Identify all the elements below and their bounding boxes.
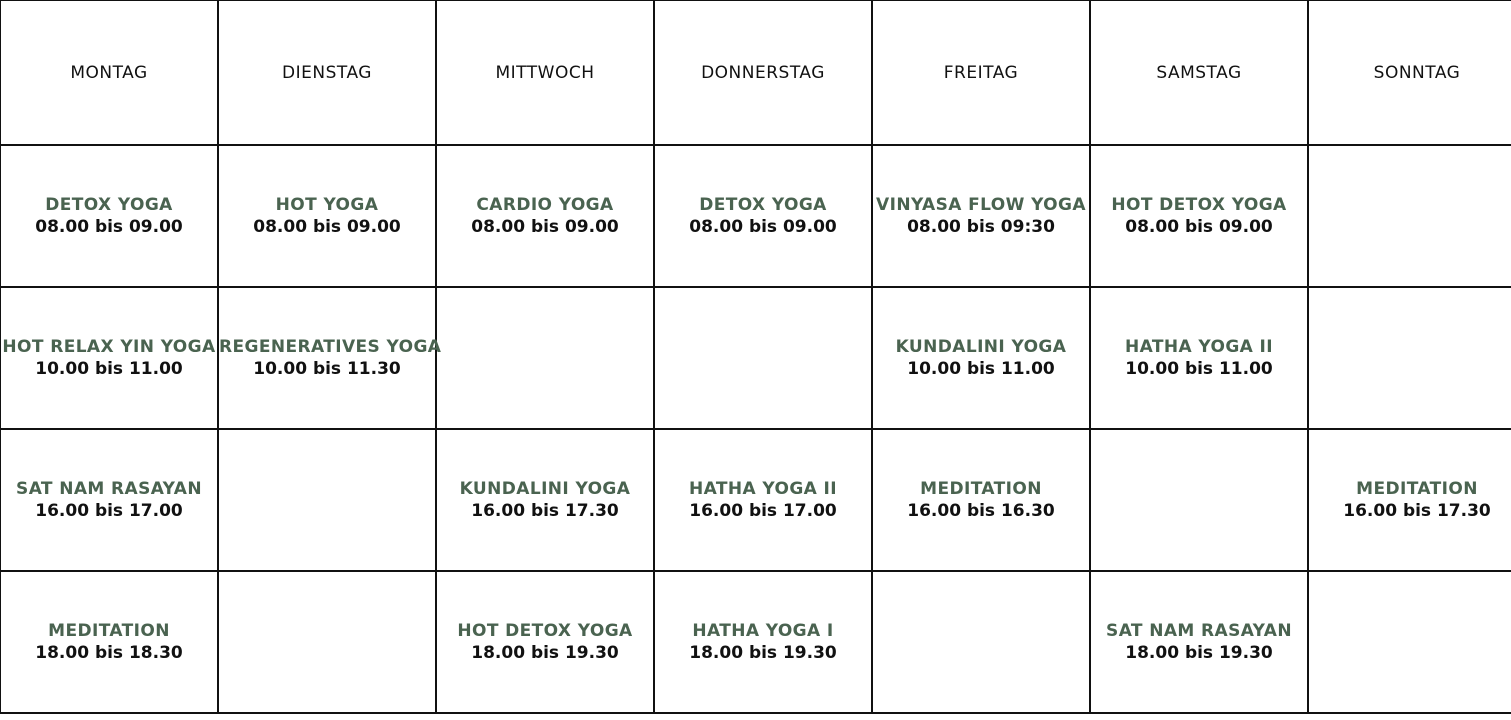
time-slot-row: DETOX YOGA 08.00 bis 09.00 HOT YOGA 08.00 b… (0, 144, 1511, 288)
class-time: 16.00 bis 17.00 (35, 500, 183, 521)
class-cell: HOT DETOX YOGA 18.00 bis 19.30 (435, 570, 655, 714)
class-name: HATHA YOGA I (692, 620, 834, 641)
empty-cell (871, 570, 1091, 714)
empty-cell (1307, 144, 1511, 288)
class-time: 10.00 bis 11.00 (1125, 358, 1273, 379)
day-header-freitag: FREITAG (871, 0, 1091, 146)
class-time: 16.00 bis 17.30 (1343, 500, 1491, 521)
empty-cell (1089, 428, 1309, 572)
time-slot-row: HOT RELAX YIN YOGA 10.00 bis 11.00 REGENER… (0, 286, 1511, 430)
class-cell: HATHA YOGA II 10.00 bis 11.00 (1089, 286, 1309, 430)
class-time: 08.00 bis 09.00 (253, 216, 401, 237)
class-cell: MEDITATION 18.00 bis 18.30 (0, 570, 219, 714)
class-time: 16.00 bis 16.30 (907, 500, 1055, 521)
class-name: MEDITATION (1356, 478, 1478, 499)
class-name: DETOX YOGA (45, 194, 173, 215)
class-cell: SAT NAM RASAYAN 18.00 bis 19.30 (1089, 570, 1309, 714)
class-time: 10.00 bis 11.30 (253, 358, 401, 379)
class-name: DETOX YOGA (699, 194, 827, 215)
class-name: MEDITATION (920, 478, 1042, 499)
class-name: HATHA YOGA II (689, 478, 837, 499)
class-cell: VINYASA FLOW YOGA 08.00 bis 09:30 (871, 144, 1091, 288)
class-name: KUNDALINI YOGA (459, 478, 631, 499)
class-name: HATHA YOGA II (1125, 336, 1273, 357)
class-time: 16.00 bis 17.00 (689, 500, 837, 521)
class-cell: MEDITATION 16.00 bis 16.30 (871, 428, 1091, 572)
class-cell: MEDITATION 16.00 bis 17.30 (1307, 428, 1511, 572)
class-name: KUNDALINI YOGA (895, 336, 1067, 357)
empty-cell (435, 286, 655, 430)
class-time: 08.00 bis 09.00 (35, 216, 183, 237)
class-cell: HOT YOGA 08.00 bis 09.00 (217, 144, 437, 288)
class-name: HOT RELAX YIN YOGA (2, 336, 216, 357)
class-name: HOT DETOX YOGA (457, 620, 633, 641)
class-cell: SAT NAM RASAYAN 16.00 bis 17.00 (0, 428, 219, 572)
class-time: 10.00 bis 11.00 (907, 358, 1055, 379)
empty-cell (217, 428, 437, 572)
empty-cell (1307, 570, 1511, 714)
class-name: HOT DETOX YOGA (1111, 194, 1287, 215)
empty-cell (653, 286, 873, 430)
class-cell: CARDIO YOGA 08.00 bis 09.00 (435, 144, 655, 288)
class-time: 08.00 bis 09.00 (689, 216, 837, 237)
class-name: REGENERATIVES YOGA (219, 336, 442, 357)
class-cell: HOT DETOX YOGA 08.00 bis 09.00 (1089, 144, 1309, 288)
time-slot-row: MEDITATION 18.00 bis 18.30 HOT DETOX YOGA 1… (0, 570, 1511, 714)
class-cell: HATHA YOGA II 16.00 bis 17.00 (653, 428, 873, 572)
class-time: 18.00 bis 19.30 (1125, 642, 1273, 663)
class-name: CARDIO YOGA (476, 194, 614, 215)
class-cell: HATHA YOGA I 18.00 bis 19.30 (653, 570, 873, 714)
empty-cell (1307, 286, 1511, 430)
class-cell: DETOX YOGA 08.00 bis 09.00 (0, 144, 219, 288)
day-header-samstag: SAMSTAG (1089, 0, 1309, 146)
class-time: 08.00 bis 09.00 (1125, 216, 1273, 237)
class-name: VINYASA FLOW YOGA (876, 194, 1086, 215)
class-time: 18.00 bis 19.30 (689, 642, 837, 663)
empty-cell (217, 570, 437, 714)
day-header-montag: MONTAG (0, 0, 219, 146)
time-slot-row: SAT NAM RASAYAN 16.00 bis 17.00 KUNDALINI … (0, 428, 1511, 572)
class-cell: KUNDALINI YOGA 10.00 bis 11.00 (871, 286, 1091, 430)
class-name: HOT YOGA (275, 194, 379, 215)
header-row: MONTAG DIENSTAG MITTWOCH DONNERSTAG FREITAG S… (0, 0, 1511, 146)
class-cell: KUNDALINI YOGA 16.00 bis 17.30 (435, 428, 655, 572)
class-cell: HOT RELAX YIN YOGA 10.00 bis 11.00 (0, 286, 219, 430)
day-header-dienstag: DIENSTAG (217, 0, 437, 146)
class-time: 18.00 bis 18.30 (35, 642, 183, 663)
day-header-sonntag: SONNTAG (1307, 0, 1511, 146)
class-time: 10.00 bis 11.00 (35, 358, 183, 379)
class-time: 16.00 bis 17.30 (471, 500, 619, 521)
class-name: SAT NAM RASAYAN (16, 478, 202, 499)
class-time: 08.00 bis 09.00 (471, 216, 619, 237)
class-cell: REGENERATIVES YOGA 10.00 bis 11.30 (217, 286, 442, 430)
day-header-mittwoch: MITTWOCH (435, 0, 655, 146)
day-header-donnerstag: DONNERSTAG (653, 0, 873, 146)
class-cell: DETOX YOGA 08.00 bis 09.00 (653, 144, 873, 288)
class-name: SAT NAM RASAYAN (1106, 620, 1292, 641)
class-name: MEDITATION (48, 620, 170, 641)
class-time: 08.00 bis 09:30 (907, 216, 1055, 237)
class-time: 18.00 bis 19.30 (471, 642, 619, 663)
